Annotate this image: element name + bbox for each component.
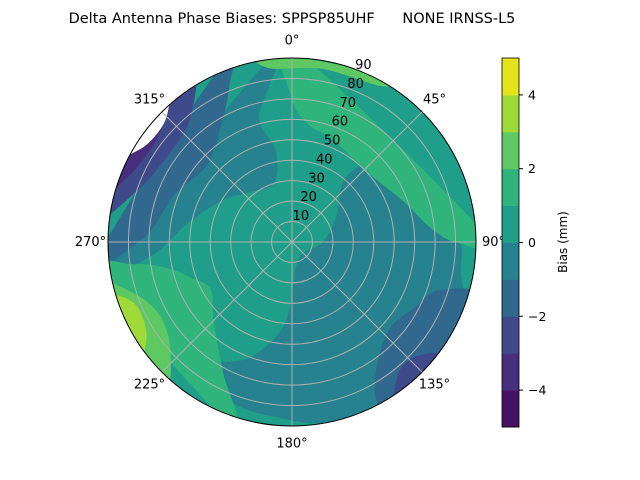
angular-gridline — [161, 241, 293, 373]
colorbar-band — [502, 94, 519, 133]
colorbar: −4 −2 0 2 4 — [501, 57, 546, 428]
radial-tick-label: 60 — [332, 115, 349, 130]
angular-tick-labels: 0° 45° 90° 135° 180° 225° 270° 315° — [75, 34, 505, 452]
radial-tick-label: 90 — [355, 58, 372, 73]
radial-tick-label: 70 — [339, 96, 356, 111]
radial-tick-label: 20 — [300, 190, 317, 205]
angular-tick-label: 45° — [423, 93, 446, 108]
colorbar-tick-label: 4 — [528, 87, 536, 102]
colorbar-tick-label: −2 — [528, 309, 546, 324]
chart-title: Delta Antenna Phase Biases: SPPSP85UHF N… — [69, 11, 516, 27]
colorbar-tick-label: −4 — [528, 383, 546, 398]
angular-tick-label: 315° — [134, 93, 165, 108]
angular-gridline — [291, 241, 423, 373]
radial-tick-labels: 10 20 30 40 50 60 70 80 90 — [293, 58, 372, 224]
colorbar-band — [502, 242, 519, 280]
colorbar-band — [502, 205, 519, 243]
angular-tick-label: 135° — [419, 377, 450, 392]
colorbar-band — [502, 390, 519, 428]
radial-tick-label: 40 — [316, 152, 333, 167]
colorbar-band — [502, 316, 519, 354]
colorbar-band — [502, 58, 519, 96]
contour-region-8 — [277, 58, 476, 252]
angular-gridline — [291, 111, 423, 243]
angular-tick-label: 90° — [482, 235, 505, 250]
angular-tick-label: 270° — [75, 235, 106, 250]
radial-tick-label: 80 — [347, 77, 364, 92]
colorbar-band — [502, 353, 519, 391]
colorbar-label: Bias (mm) — [556, 211, 570, 273]
radial-tick-label: 30 — [308, 171, 325, 186]
angular-tick-label: 180° — [276, 436, 307, 451]
contour-region-9 — [249, 58, 404, 87]
plot-border — [107, 57, 477, 427]
colorbar-band — [502, 131, 519, 170]
angular-gridline — [161, 111, 293, 243]
grid — [108, 58, 476, 426]
radial-tick-label: 10 — [293, 209, 310, 224]
colorbar-tick-label: 2 — [528, 161, 536, 176]
angular-tick-label: 225° — [134, 377, 165, 392]
angular-tick-label: 0° — [285, 34, 300, 49]
colorbar-band — [502, 279, 519, 317]
colorbar-tick-label: 0 — [528, 235, 536, 250]
radial-tick-label: 50 — [324, 134, 341, 149]
colorbar-band — [502, 168, 519, 207]
